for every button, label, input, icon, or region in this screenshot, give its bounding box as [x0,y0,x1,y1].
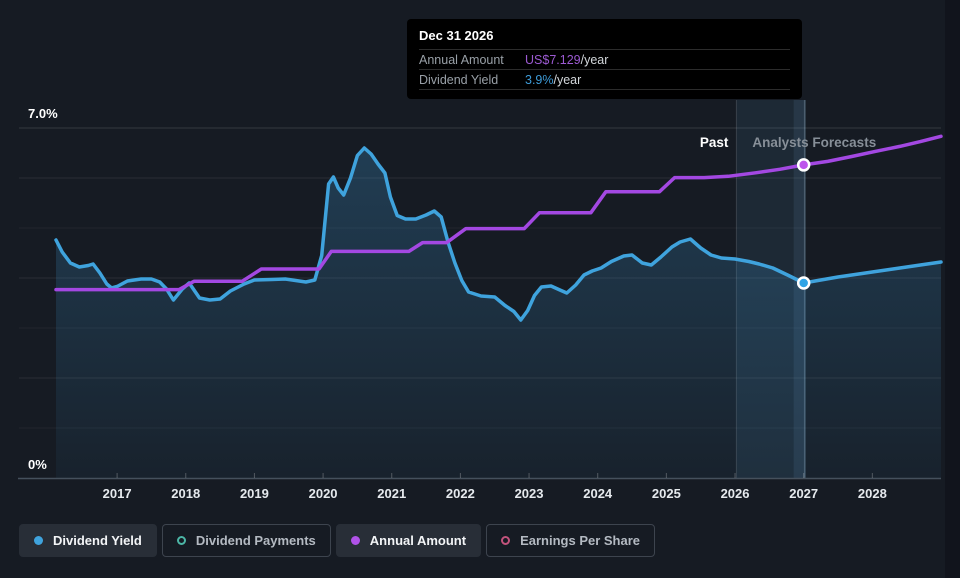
legend-label: Annual Amount [369,533,467,548]
legend-label: Dividend Payments [195,533,316,548]
x-tick-label-2027: 2027 [789,486,818,501]
hover-markers [796,158,811,290]
series-lines [54,134,943,478]
x-tick-label-2028: 2028 [858,486,887,501]
analysts-forecasts-label: Analysts Forecasts [752,135,876,150]
yield-area-fill [56,148,941,478]
x-tick-label-2024: 2024 [583,486,613,501]
y-axis-bottom-label: 0% [28,457,47,472]
outline-circle-icon [176,536,186,545]
x-axis: 2017 2018 2019 2020 2021 2022 2023 2024 2025 2026… [18,473,941,501]
x-tick-label-2020: 2020 [309,486,338,501]
marker-dividend-yield [796,276,811,290]
x-tick-label-2023: 2023 [515,486,544,501]
tooltip-value-suffix: /year [580,52,609,67]
x-tick-label-2025: 2025 [652,486,681,501]
marker-annual-amount [796,158,811,172]
x-tick-label-2022: 2022 [446,486,475,501]
tooltip-label: Annual Amount [419,52,504,67]
tooltip-value: US$7.129 [525,52,581,67]
legend-dividend-payments[interactable]: Dividend Payments [161,524,331,557]
tooltip-row-annual-amount: Annual Amount US$7.129/year [419,50,790,70]
right-edge-shade [945,0,960,578]
chart-tooltip: Dec 31 2026 Annual Amount US$7.129/year … [407,19,802,99]
legend-label: Dividend Yield [53,533,142,548]
chart-legend: Dividend Yield Dividend Payments Annual Am… [19,524,656,557]
x-tick-label-2017: 2017 [103,486,132,501]
x-tick-label-2026: 2026 [721,486,750,501]
legend-earnings-per-share[interactable]: Earnings Per Share [486,524,656,557]
legend-dividend-yield[interactable]: Dividend Yield [19,524,157,557]
legend-label: Earnings Per Share [520,533,641,548]
legend-annual-amount[interactable]: Annual Amount [335,524,482,557]
x-tick-label-2019: 2019 [240,486,269,501]
tooltip-value-suffix: /year [553,72,582,87]
filled-circle-icon [34,536,43,545]
y-axis-top-label: 7.0% [28,106,58,121]
tooltip-label: Dividend Yield [419,72,499,87]
x-tick-label-2018: 2018 [171,486,200,501]
tooltip-value: 3.9% [525,72,554,87]
outline-circle-icon [501,536,511,545]
annual-amount-line [54,134,943,292]
dividend-yield-line [54,146,943,322]
tooltip-date: Dec 31 2026 [419,19,790,50]
filled-circle-icon [350,536,360,545]
x-tick-label-2021: 2021 [377,486,406,501]
past-label: Past [700,135,729,150]
tooltip-row-dividend-yield: Dividend Yield 3.9%/year [419,70,790,90]
